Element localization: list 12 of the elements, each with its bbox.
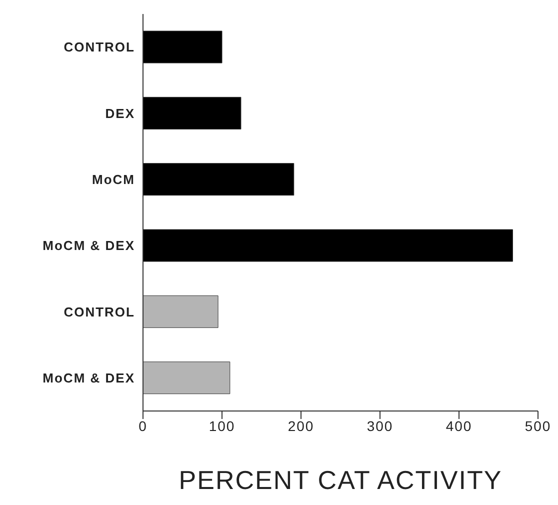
x-tick-label: 400 bbox=[446, 418, 472, 434]
y-tick-label: DEX bbox=[105, 106, 135, 121]
x-tick-label: 300 bbox=[366, 418, 394, 434]
y-tick-label: MoCM bbox=[92, 172, 135, 188]
y-tick-label: CONTROL bbox=[64, 40, 135, 55]
y-tick-label: CONTROL bbox=[64, 304, 135, 320]
x-axis-title: PERCENT CAT ACTIVITY bbox=[178, 465, 502, 495]
x-tick-label: 200 bbox=[288, 418, 314, 434]
y-tick-label: MoCM & DEX bbox=[42, 238, 135, 254]
y-tick-label: MoCM & DEX bbox=[42, 370, 135, 386]
x-tick-label: 100 bbox=[208, 418, 236, 434]
x-tick-label: 0 bbox=[138, 418, 148, 434]
